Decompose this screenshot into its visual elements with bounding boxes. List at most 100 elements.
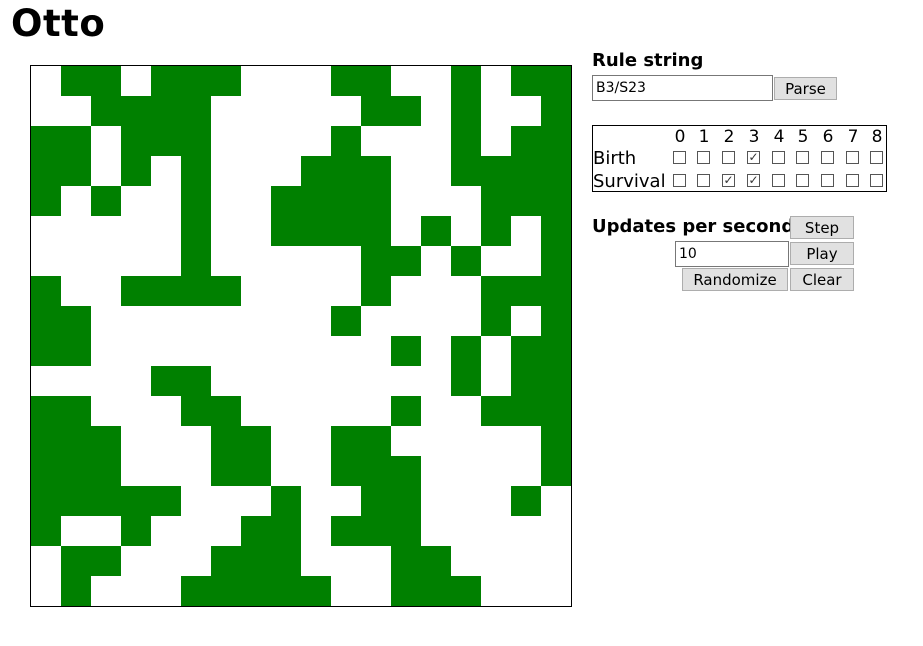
cell-dead[interactable] — [241, 336, 271, 366]
cell-dead[interactable] — [181, 456, 211, 486]
cell-alive[interactable] — [511, 336, 541, 366]
cell-dead[interactable] — [211, 366, 241, 396]
cell-dead[interactable] — [421, 276, 451, 306]
cell-dead[interactable] — [451, 396, 481, 426]
cell-alive[interactable] — [151, 276, 181, 306]
cell-alive[interactable] — [541, 186, 571, 216]
cell-dead[interactable] — [421, 516, 451, 546]
survival-checkbox-6[interactable] — [821, 174, 834, 187]
cell-dead[interactable] — [271, 246, 301, 276]
cell-alive[interactable] — [541, 156, 571, 186]
cell-alive[interactable] — [331, 186, 361, 216]
cell-alive[interactable] — [421, 576, 451, 606]
cell-alive[interactable] — [181, 216, 211, 246]
cell-dead[interactable] — [361, 576, 391, 606]
cell-dead[interactable] — [121, 426, 151, 456]
cell-dead[interactable] — [121, 396, 151, 426]
cell-alive[interactable] — [451, 366, 481, 396]
cell-dead[interactable] — [481, 576, 511, 606]
cell-dead[interactable] — [541, 486, 571, 516]
cell-dead[interactable] — [361, 366, 391, 396]
cell-alive[interactable] — [181, 576, 211, 606]
cell-dead[interactable] — [241, 156, 271, 186]
cell-dead[interactable] — [331, 246, 361, 276]
cell-dead[interactable] — [421, 186, 451, 216]
cell-dead[interactable] — [121, 456, 151, 486]
cell-alive[interactable] — [271, 546, 301, 576]
cell-alive[interactable] — [421, 216, 451, 246]
birth-checkbox-3[interactable]: ✓ — [747, 150, 760, 164]
cell-alive[interactable] — [271, 186, 301, 216]
cell-alive[interactable] — [271, 216, 301, 246]
cell-alive[interactable] — [61, 576, 91, 606]
cell-dead[interactable] — [151, 246, 181, 276]
cell-dead[interactable] — [271, 96, 301, 126]
cell-dead[interactable] — [241, 66, 271, 96]
cell-dead[interactable] — [511, 426, 541, 456]
cell-alive[interactable] — [241, 546, 271, 576]
cell-dead[interactable] — [301, 546, 331, 576]
birth-checkbox-7[interactable] — [846, 151, 859, 164]
cell-dead[interactable] — [91, 336, 121, 366]
cell-dead[interactable] — [241, 306, 271, 336]
cell-dead[interactable] — [511, 456, 541, 486]
cell-alive[interactable] — [91, 546, 121, 576]
cell-alive[interactable] — [31, 516, 61, 546]
cell-alive[interactable] — [241, 516, 271, 546]
cell-alive[interactable] — [151, 96, 181, 126]
cell-alive[interactable] — [211, 426, 241, 456]
cell-dead[interactable] — [61, 366, 91, 396]
cell-dead[interactable] — [31, 546, 61, 576]
cell-alive[interactable] — [361, 246, 391, 276]
cell-alive[interactable] — [271, 576, 301, 606]
cell-dead[interactable] — [481, 126, 511, 156]
cell-dead[interactable] — [271, 66, 301, 96]
cell-dead[interactable] — [421, 156, 451, 186]
cell-alive[interactable] — [421, 546, 451, 576]
cell-dead[interactable] — [91, 156, 121, 186]
cell-dead[interactable] — [211, 156, 241, 186]
cell-alive[interactable] — [121, 276, 151, 306]
cell-alive[interactable] — [451, 126, 481, 156]
cell-alive[interactable] — [451, 156, 481, 186]
cell-dead[interactable] — [271, 276, 301, 306]
cell-dead[interactable] — [91, 366, 121, 396]
cell-dead[interactable] — [151, 546, 181, 576]
cell-dead[interactable] — [181, 426, 211, 456]
cell-dead[interactable] — [211, 186, 241, 216]
cell-alive[interactable] — [31, 276, 61, 306]
cell-dead[interactable] — [481, 246, 511, 276]
life-board[interactable] — [30, 65, 572, 607]
cell-dead[interactable] — [481, 516, 511, 546]
cell-alive[interactable] — [361, 276, 391, 306]
cell-dead[interactable] — [481, 66, 511, 96]
cell-alive[interactable] — [181, 96, 211, 126]
cell-dead[interactable] — [121, 306, 151, 336]
cell-alive[interactable] — [241, 576, 271, 606]
cell-alive[interactable] — [91, 426, 121, 456]
cell-dead[interactable] — [451, 426, 481, 456]
cell-dead[interactable] — [211, 306, 241, 336]
cell-alive[interactable] — [31, 156, 61, 186]
cell-dead[interactable] — [301, 306, 331, 336]
cell-alive[interactable] — [211, 276, 241, 306]
cell-dead[interactable] — [61, 216, 91, 246]
cell-dead[interactable] — [91, 216, 121, 246]
cell-alive[interactable] — [331, 126, 361, 156]
cell-alive[interactable] — [331, 456, 361, 486]
cell-alive[interactable] — [511, 126, 541, 156]
cell-alive[interactable] — [91, 66, 121, 96]
birth-checkbox-8[interactable] — [870, 151, 883, 164]
birth-checkbox-6[interactable] — [821, 151, 834, 164]
cell-dead[interactable] — [241, 486, 271, 516]
birth-checkbox-5[interactable] — [796, 151, 809, 164]
cell-alive[interactable] — [211, 456, 241, 486]
cell-dead[interactable] — [421, 96, 451, 126]
cell-dead[interactable] — [331, 96, 361, 126]
cell-dead[interactable] — [301, 396, 331, 426]
cell-dead[interactable] — [331, 396, 361, 426]
cell-alive[interactable] — [91, 486, 121, 516]
cell-dead[interactable] — [391, 426, 421, 456]
cell-dead[interactable] — [511, 306, 541, 336]
cell-alive[interactable] — [61, 486, 91, 516]
